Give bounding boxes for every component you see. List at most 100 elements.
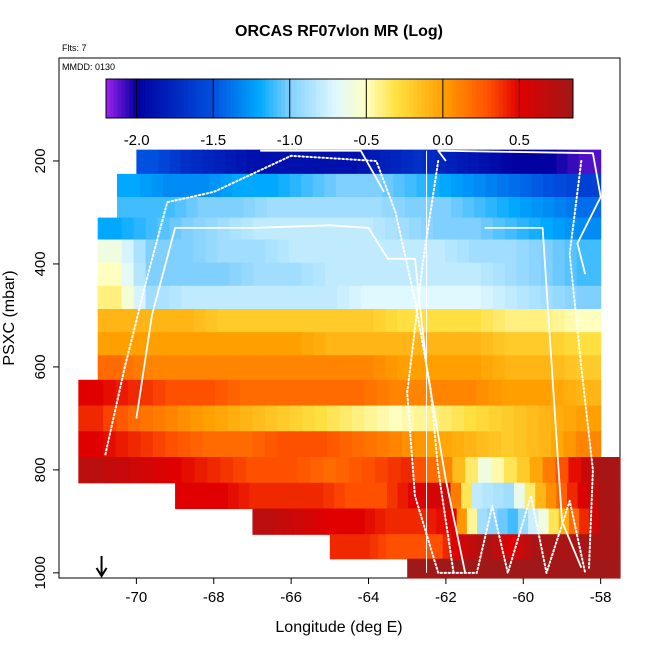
heatmap-cell <box>205 239 219 264</box>
heatmap-cell <box>289 239 302 264</box>
colorbar-segment <box>121 79 126 118</box>
flight-track <box>135 224 467 574</box>
heatmap-cell <box>227 379 241 407</box>
heatmap-cell <box>433 332 446 356</box>
heatmap-cell <box>381 173 394 198</box>
heatmap-cell <box>324 173 337 198</box>
heatmap-cell <box>202 405 216 432</box>
heatmap-cell <box>547 534 557 560</box>
colorbar-tick-label: 0.5 <box>509 132 530 149</box>
colorbar-segment <box>390 79 395 118</box>
heatmap-cell <box>314 431 328 458</box>
heatmap-cell <box>175 482 187 510</box>
heatmap-cell <box>157 308 171 333</box>
colorbar <box>105 78 574 119</box>
heatmap-cell <box>508 197 521 219</box>
heatmap-cell <box>215 431 229 458</box>
heatmap-cell <box>169 149 182 175</box>
heatmap-cell <box>504 308 518 333</box>
heatmap-cell <box>488 379 502 407</box>
heatmap-cell <box>571 534 581 560</box>
heatmap-cell <box>476 379 490 407</box>
heatmap-cell <box>180 149 193 175</box>
heatmap-cell <box>351 405 365 432</box>
heatmap-cell <box>258 457 273 484</box>
heatmap-cell <box>233 457 247 484</box>
heatmap-cell <box>497 197 510 219</box>
date-label: MMDD: 0130 <box>62 62 115 72</box>
heatmap-cell <box>462 173 475 198</box>
heatmap-cell <box>197 197 210 219</box>
colorbar-segment <box>343 79 348 118</box>
heatmap-cell <box>289 379 303 407</box>
colorbar-segment <box>565 79 570 118</box>
heatmap-cell <box>576 239 590 264</box>
heatmap-cell <box>491 534 500 560</box>
colorbar-segment <box>242 79 247 118</box>
heatmap-cell <box>373 308 386 333</box>
heatmap-cell <box>426 534 436 560</box>
heatmap-cell <box>588 355 602 381</box>
heatmap-cell <box>434 534 444 560</box>
heatmap-cell <box>323 482 335 510</box>
heatmap-cell <box>240 405 254 432</box>
heatmap-cell <box>404 173 418 198</box>
heatmap-cell <box>229 308 242 333</box>
heatmap-cell <box>370 534 379 560</box>
heatmap-cell <box>433 355 446 381</box>
heatmap-cell <box>389 431 403 458</box>
heatmap-cell <box>588 239 602 264</box>
heatmap-cell <box>404 197 418 219</box>
heatmap-cell <box>410 534 420 560</box>
heatmap-cell <box>515 534 524 560</box>
heatmap-cell <box>324 197 337 219</box>
colorbar-segment <box>152 79 158 118</box>
heatmap-cell <box>181 308 195 333</box>
heatmap-cell <box>241 217 254 241</box>
heatmap-cell <box>220 457 234 484</box>
heatmap-cell <box>469 558 479 579</box>
heatmap-cell <box>540 355 554 381</box>
y-axis-label: PSXC (mbar) <box>1 270 18 365</box>
heatmap-cell <box>133 262 147 287</box>
heatmap-cell <box>482 534 492 560</box>
colorbar-segment <box>106 79 111 118</box>
heatmap-cell <box>433 262 446 287</box>
heatmap-cell <box>526 379 540 407</box>
heatmap-cell <box>277 239 290 264</box>
heatmap-cell <box>395 508 407 535</box>
heatmap-cell <box>480 355 494 381</box>
heatmap-cell <box>438 379 453 407</box>
heatmap-cell <box>213 149 226 175</box>
colorbar-ticks: -2.0 -1.5 -1.0 -0.5 0.0 0.5 <box>124 79 530 149</box>
heatmap-cell <box>349 217 362 241</box>
heatmap-cell <box>373 239 386 264</box>
heatmap-cell <box>476 405 490 432</box>
heatmap-cell <box>487 558 497 579</box>
heatmap-cell <box>277 405 291 432</box>
heatmap-cell <box>90 405 104 432</box>
heatmap-cell <box>468 285 482 310</box>
heatmap-cell <box>528 308 542 333</box>
heatmap-cell <box>477 508 488 535</box>
heatmap-cell <box>283 508 294 535</box>
colorbar-segment <box>327 79 333 118</box>
heatmap-cell <box>381 197 394 219</box>
heatmap-cell <box>349 308 362 333</box>
heatmap-cell <box>97 332 111 356</box>
heatmap-cell <box>217 239 231 264</box>
colorbar-segment <box>471 79 477 118</box>
heatmap-cell <box>277 379 291 407</box>
heatmap-cell <box>490 149 502 175</box>
heatmap-cell <box>548 508 560 535</box>
heatmap-cell <box>468 355 482 381</box>
colorbar-segment <box>448 79 453 118</box>
heatmap-cell <box>568 508 580 535</box>
heatmap-cell <box>566 558 577 579</box>
heatmap-cell <box>513 379 527 407</box>
heatmap-cell <box>193 332 207 356</box>
heatmap-cell <box>291 149 303 175</box>
heatmap-cell <box>289 332 302 356</box>
heatmap-cell <box>564 332 578 356</box>
heatmap-cell <box>535 482 547 510</box>
